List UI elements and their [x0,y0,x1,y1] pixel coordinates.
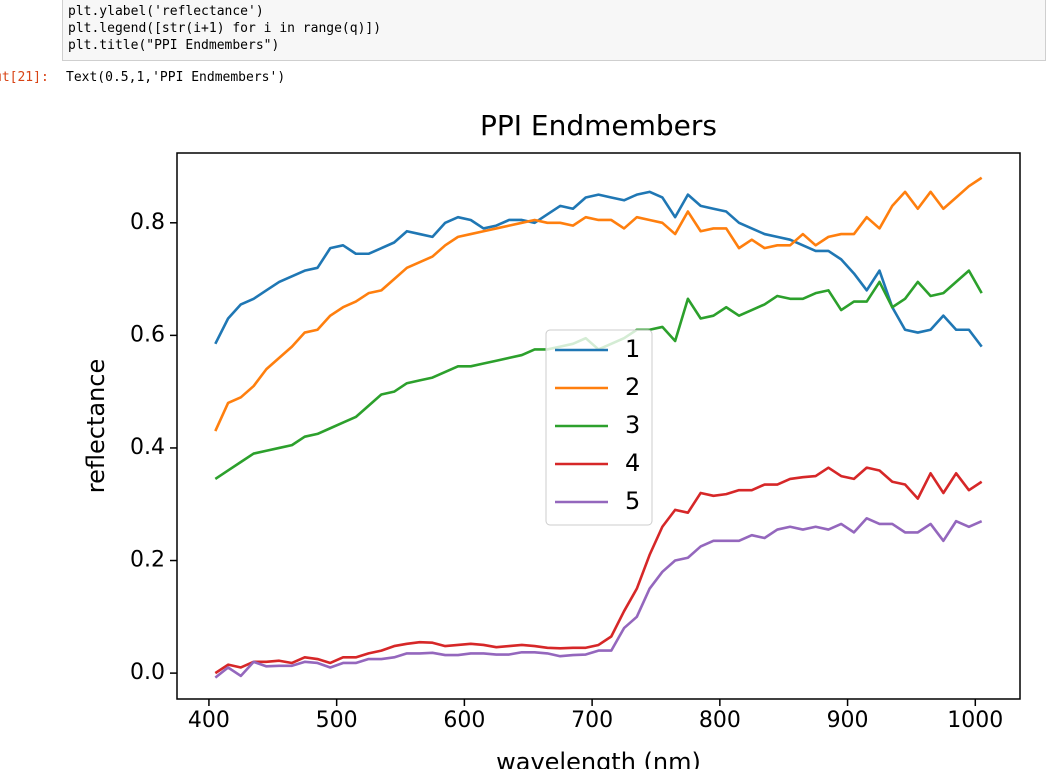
legend-label: 2 [625,373,640,401]
chart-title: PPI Endmembers [480,109,717,142]
code-line: plt.ylabel('reflectance') [68,4,264,19]
y-tick-label: 0.0 [130,660,165,685]
out-text: Text(0.5,1,'PPI Endmembers') [66,70,286,85]
y-tick-label: 0.6 [130,322,165,347]
x-tick-label: 500 [316,708,358,733]
legend-label: 3 [625,411,640,439]
x-tick-label: 400 [188,708,230,733]
y-axis-label: reflectance [82,359,110,493]
x-tick-label: 700 [571,708,613,733]
legend-label: 5 [625,487,640,515]
code-line: plt.title("PPI Endmembers") [68,38,280,53]
y-tick-label: 0.8 [130,210,165,235]
legend-box [545,329,653,526]
series-line [214,466,983,675]
chart: PPI Endmembers reflectance wavelength (nm)… [82,109,1021,769]
code-cell: plt.ylabel('reflectance') plt.legend([str… [62,0,1046,61]
plot-frame [176,152,1021,700]
series-line [214,190,983,348]
legend-label: 4 [625,449,640,477]
x-tick-label: 900 [827,708,869,733]
series-line [214,176,983,432]
y-tick-label: 0.4 [130,435,165,460]
series-line [214,517,983,679]
x-tick-label: 1000 [947,708,1003,733]
x-tick-label: 600 [443,708,485,733]
x-tick-label: 800 [699,708,741,733]
x-axis-label: wavelength (nm) [496,748,701,769]
legend: 1 2 3 4 5 [545,329,653,526]
code-line: plt.legend([str(i+1) for i in range(q)]) [68,21,382,36]
y-tick-label: 0.2 [130,548,165,573]
legend-label: 1 [625,335,640,363]
out-prompt: ut[21]: [0,70,49,85]
